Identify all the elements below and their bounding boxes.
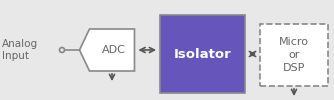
FancyBboxPatch shape <box>160 15 245 93</box>
FancyBboxPatch shape <box>260 24 328 86</box>
Text: Analog
Input: Analog Input <box>2 39 38 61</box>
Text: ADC: ADC <box>102 45 126 55</box>
Circle shape <box>59 48 64 53</box>
Polygon shape <box>79 29 135 71</box>
Text: Isolator: Isolator <box>174 48 231 60</box>
Text: Micro
or
DSP: Micro or DSP <box>279 37 309 73</box>
